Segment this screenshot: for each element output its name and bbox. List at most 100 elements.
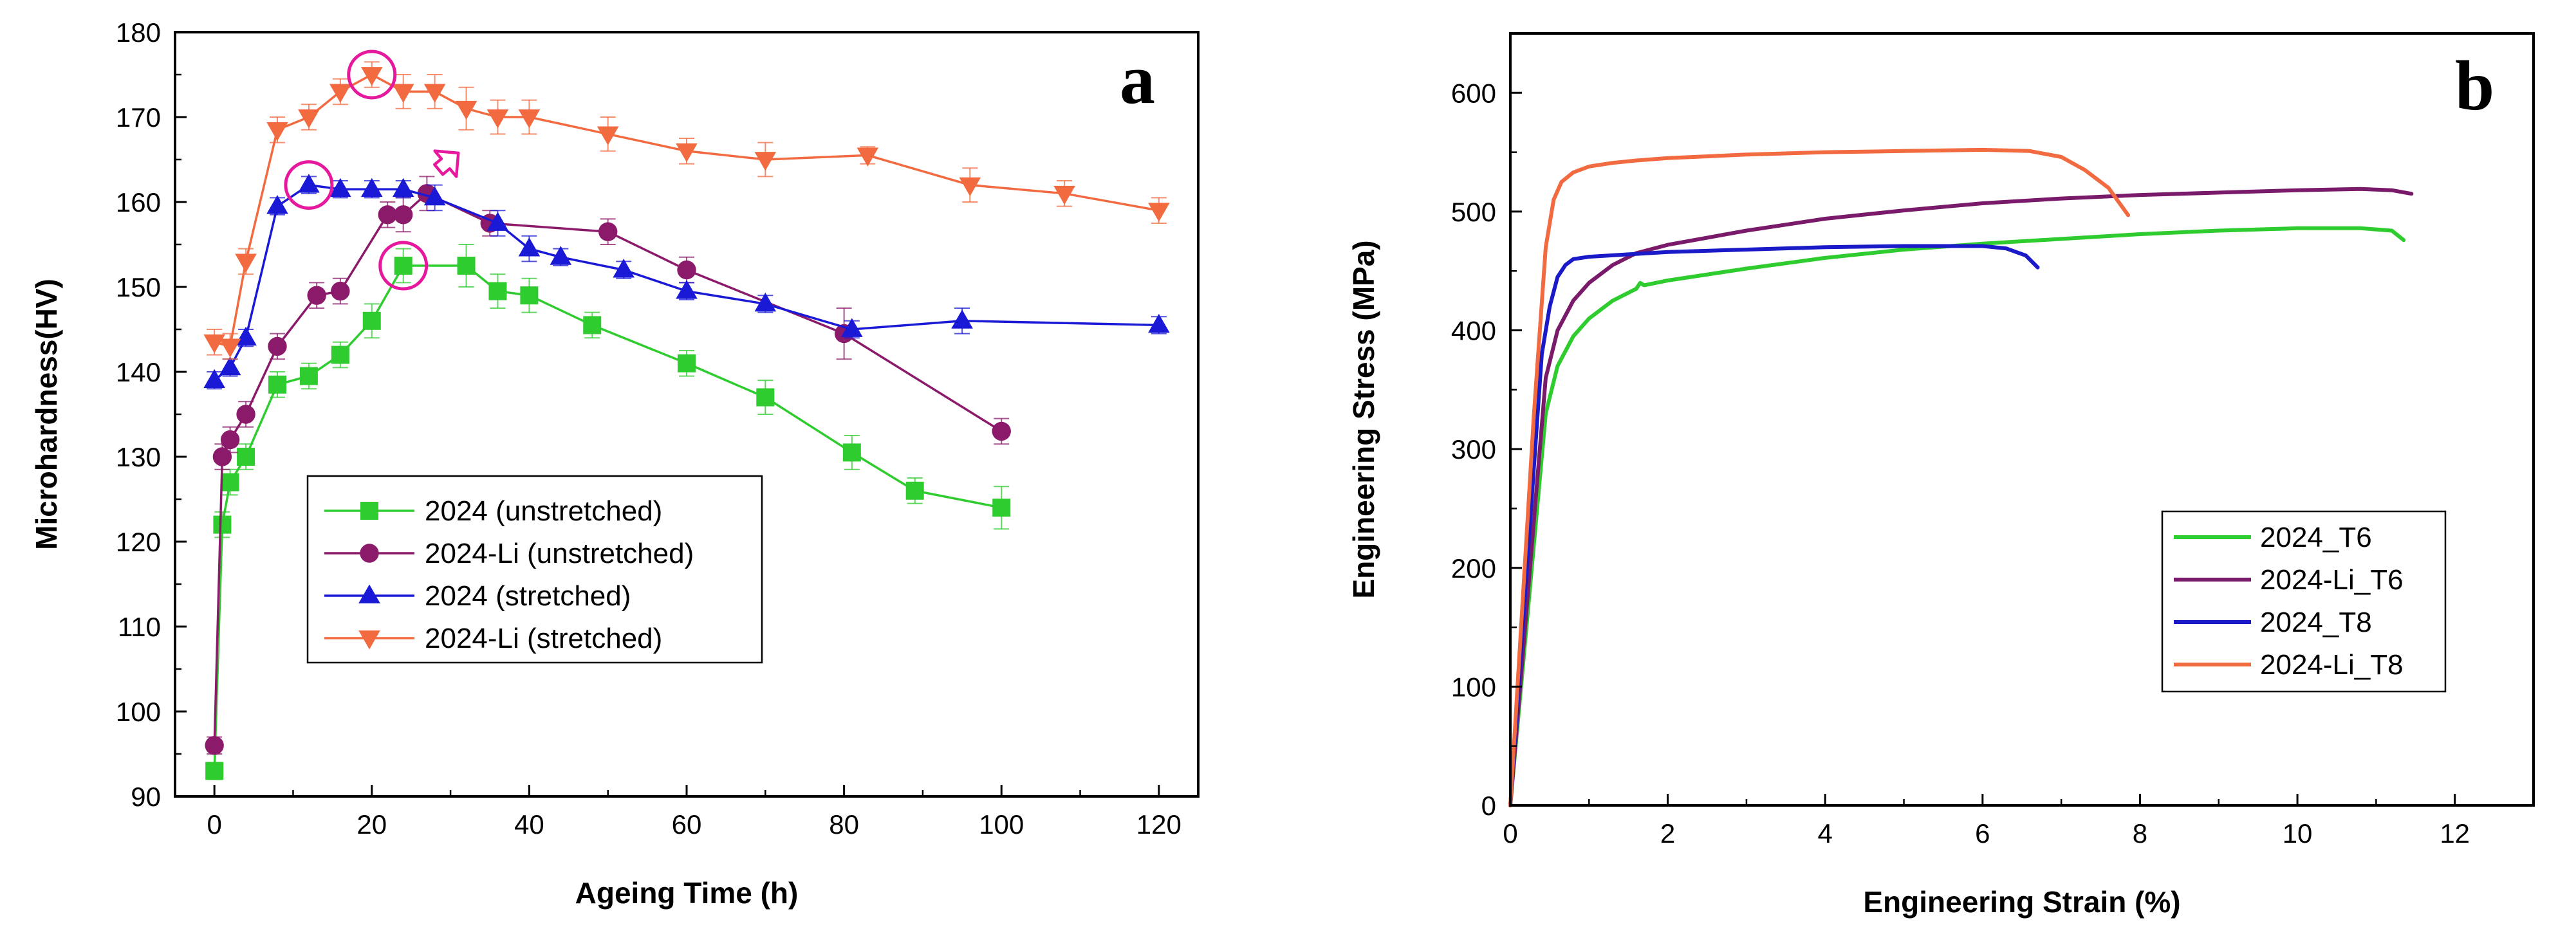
panel-a-data-point-2024-li-stretched [1148, 203, 1170, 222]
panel-a-y-tick-label: 160 [116, 187, 161, 217]
panel-a-data-point-2024-li-unstretched [331, 281, 350, 301]
panel-a-data-point-2024-stretched [298, 174, 320, 193]
panel-a-data-point-2024-li-stretched [857, 147, 879, 167]
panel-b-x-tick-label: 10 [2283, 818, 2313, 849]
panel-a-data-point-2024-li-unstretched [677, 260, 696, 280]
panel-a-data-point-2024-li-stretched [235, 253, 257, 273]
panel-a-data-point-2024-unstretched [520, 286, 539, 305]
panel-b-y-tick-label: 100 [1451, 672, 1496, 702]
panel-a-data-point-2024-li-stretched [392, 84, 414, 103]
panel-a-data-point-2024-stretched [423, 186, 446, 206]
panel-b-y-tick-label: 600 [1451, 78, 1496, 108]
panel-b-letter: b [2455, 46, 2494, 125]
panel-a-peak-highlight-circle [347, 50, 397, 100]
panel-a-y-tick-label: 100 [116, 697, 161, 727]
panel-a-data-point-2024-li-stretched [455, 100, 477, 120]
panel-a-x-tick-label: 20 [357, 809, 387, 839]
panel-a-data-point-2024-unstretched [992, 499, 1011, 517]
panel-b-series-curve-2024-li-t6 [1508, 187, 2414, 807]
panel-a-x-tick-label: 120 [1136, 809, 1181, 839]
panel-a-data-point-2024-li-unstretched [378, 205, 397, 225]
panel-b-legend: 2024_T6 2024-Li_T6 2024_T8 2024-Li_T8 [2161, 510, 2447, 693]
panel-a-legend-label: 2024 (unstretched) [425, 495, 662, 527]
panel-b-legend-label: 2024-Li_T8 [2260, 649, 2404, 681]
panel-a-data-point-2024-stretched [486, 212, 509, 231]
panel-a-peak-highlight-circle [378, 241, 429, 291]
panel-a-data-point-2024-li-stretched [423, 84, 446, 103]
panel-a-legend-label: 2024-Li (stretched) [425, 623, 662, 654]
panel-a-data-point-2024-unstretched [842, 443, 861, 462]
panel-b-y-tick-label: 400 [1451, 316, 1496, 346]
panel-a-data-point-2024-unstretched [756, 388, 775, 407]
panel-a-letter: a [1120, 40, 1155, 118]
panel-a-data-point-2024-li-stretched [597, 126, 619, 145]
panel-a-y-tick-label: 150 [116, 272, 161, 302]
panel-b-series-curve-2024-li-t8 [1508, 147, 2131, 807]
panel-a-y-tick-label: 130 [116, 442, 161, 472]
panel-a-data-point-2024-li-stretched [486, 109, 509, 129]
panel-a-data-point-2024-stretched [235, 326, 257, 346]
panel-a-data-point-2024-unstretched [299, 367, 318, 385]
panel-b-stress-strain-chart: 0 2 4 6 8 10 12 0 100 200 300 400 500 600 b Engineeri… [1347, 32, 2535, 919]
panel-a-data-point-2024-li-unstretched [220, 430, 240, 450]
panel-a-data-point-2024-stretched [1148, 313, 1170, 333]
panel-a-data-point-2024-unstretched [331, 345, 349, 364]
panel-b-series-curve-2024-t6 [1508, 226, 2406, 807]
panel-b-legend-label: 2024_T8 [2260, 607, 2372, 638]
panel-a-data-point-2024-unstretched [221, 473, 239, 491]
panel-b-y-tick-label: 300 [1451, 434, 1496, 464]
panel-a-data-point-2024-unstretched [905, 481, 924, 500]
panel-a-data-point-2024-stretched [266, 195, 288, 214]
panel-a-data-point-2024-li-stretched [329, 84, 351, 103]
panel-a-data-point-2024-unstretched [457, 257, 476, 275]
panel-a-data-point-2024-li-unstretched [268, 336, 287, 356]
panel-a-x-tick-label: 40 [514, 809, 544, 839]
panel-a-microhardness-chart: 0 20 40 60 80 100 120 90 100 110 120 130 140 150 160 17… [30, 17, 1200, 910]
panel-a-legend-box [306, 475, 763, 664]
panel-a-y-tick-label: 90 [131, 782, 161, 812]
panel-a-data-point-2024-stretched [676, 280, 698, 299]
panel-a-legend: 2024 (unstretched) 2024-Li (unstretched) 2… [306, 475, 763, 664]
panel-a-legend-swatch-marker [360, 544, 379, 563]
panel-a-legend-label: 2024 (stretched) [425, 580, 631, 612]
panel-b-plot-frame [1509, 32, 2535, 807]
panel-b-y-axis-title: Engineering Stress (MPa) [1347, 240, 1380, 598]
panel-a-peak-arrow [432, 149, 460, 178]
panel-b-y-tick-label: 500 [1451, 197, 1496, 227]
panel-a-data-point-2024-unstretched [394, 257, 412, 275]
panel-a-data-point-2024-stretched [203, 369, 225, 389]
panel-b-y-tick-label: 0 [1481, 791, 1496, 821]
panel-b-y-tick-label: 200 [1451, 553, 1496, 583]
panel-a-legend-swatch-marker [360, 502, 378, 520]
panel-a-data-point-2024-li-unstretched [307, 286, 326, 305]
panel-a-data-point-2024-li-stretched [266, 122, 288, 142]
panel-a-data-point-2024-stretched [518, 237, 541, 257]
panel-b-legend-box [2161, 510, 2447, 693]
panel-a-data-point-2024-stretched [613, 259, 635, 278]
panel-b-legend-label: 2024_T6 [2260, 522, 2372, 553]
panel-a-data-point-2024-li-stretched [360, 67, 383, 86]
panel-a-data-point-2024-unstretched [362, 311, 381, 330]
panel-b-x-tick-label: 2 [1660, 818, 1675, 849]
panel-b-x-tick-label: 6 [1975, 818, 1990, 849]
panel-a-y-axis-title: Microhardness(HV) [30, 279, 63, 550]
panel-b-x-tick-label: 4 [1818, 818, 1833, 849]
panel-a-x-tick-label: 100 [979, 809, 1024, 839]
panel-a-data-point-2024-li-stretched [959, 177, 981, 197]
panel-a-data-point-2024-unstretched [678, 354, 696, 372]
panel-a-data-point-2024-li-unstretched [598, 222, 618, 241]
panel-a-y-tick-label: 120 [116, 527, 161, 557]
panel-a-data-point-2024-li-stretched [1053, 185, 1075, 205]
panel-a-data-point-2024-li-unstretched [212, 447, 232, 466]
panel-a-x-tick-label: 80 [829, 809, 859, 839]
panel-a-data-point-2024-li-unstretched [205, 736, 224, 755]
panel-a-data-point-2024-li-stretched [676, 143, 698, 163]
panel-a-y-tick-label: 180 [116, 17, 161, 48]
panel-a-data-point-2024-stretched [360, 178, 383, 197]
panel-a-data-point-2024-unstretched [237, 448, 255, 466]
panel-a-y-tick-label: 140 [116, 357, 161, 387]
panel-a-x-tick-label: 0 [207, 809, 221, 839]
panel-a-legend-swatch-marker [358, 584, 380, 603]
panel-a-data-point-2024-unstretched [268, 375, 286, 394]
